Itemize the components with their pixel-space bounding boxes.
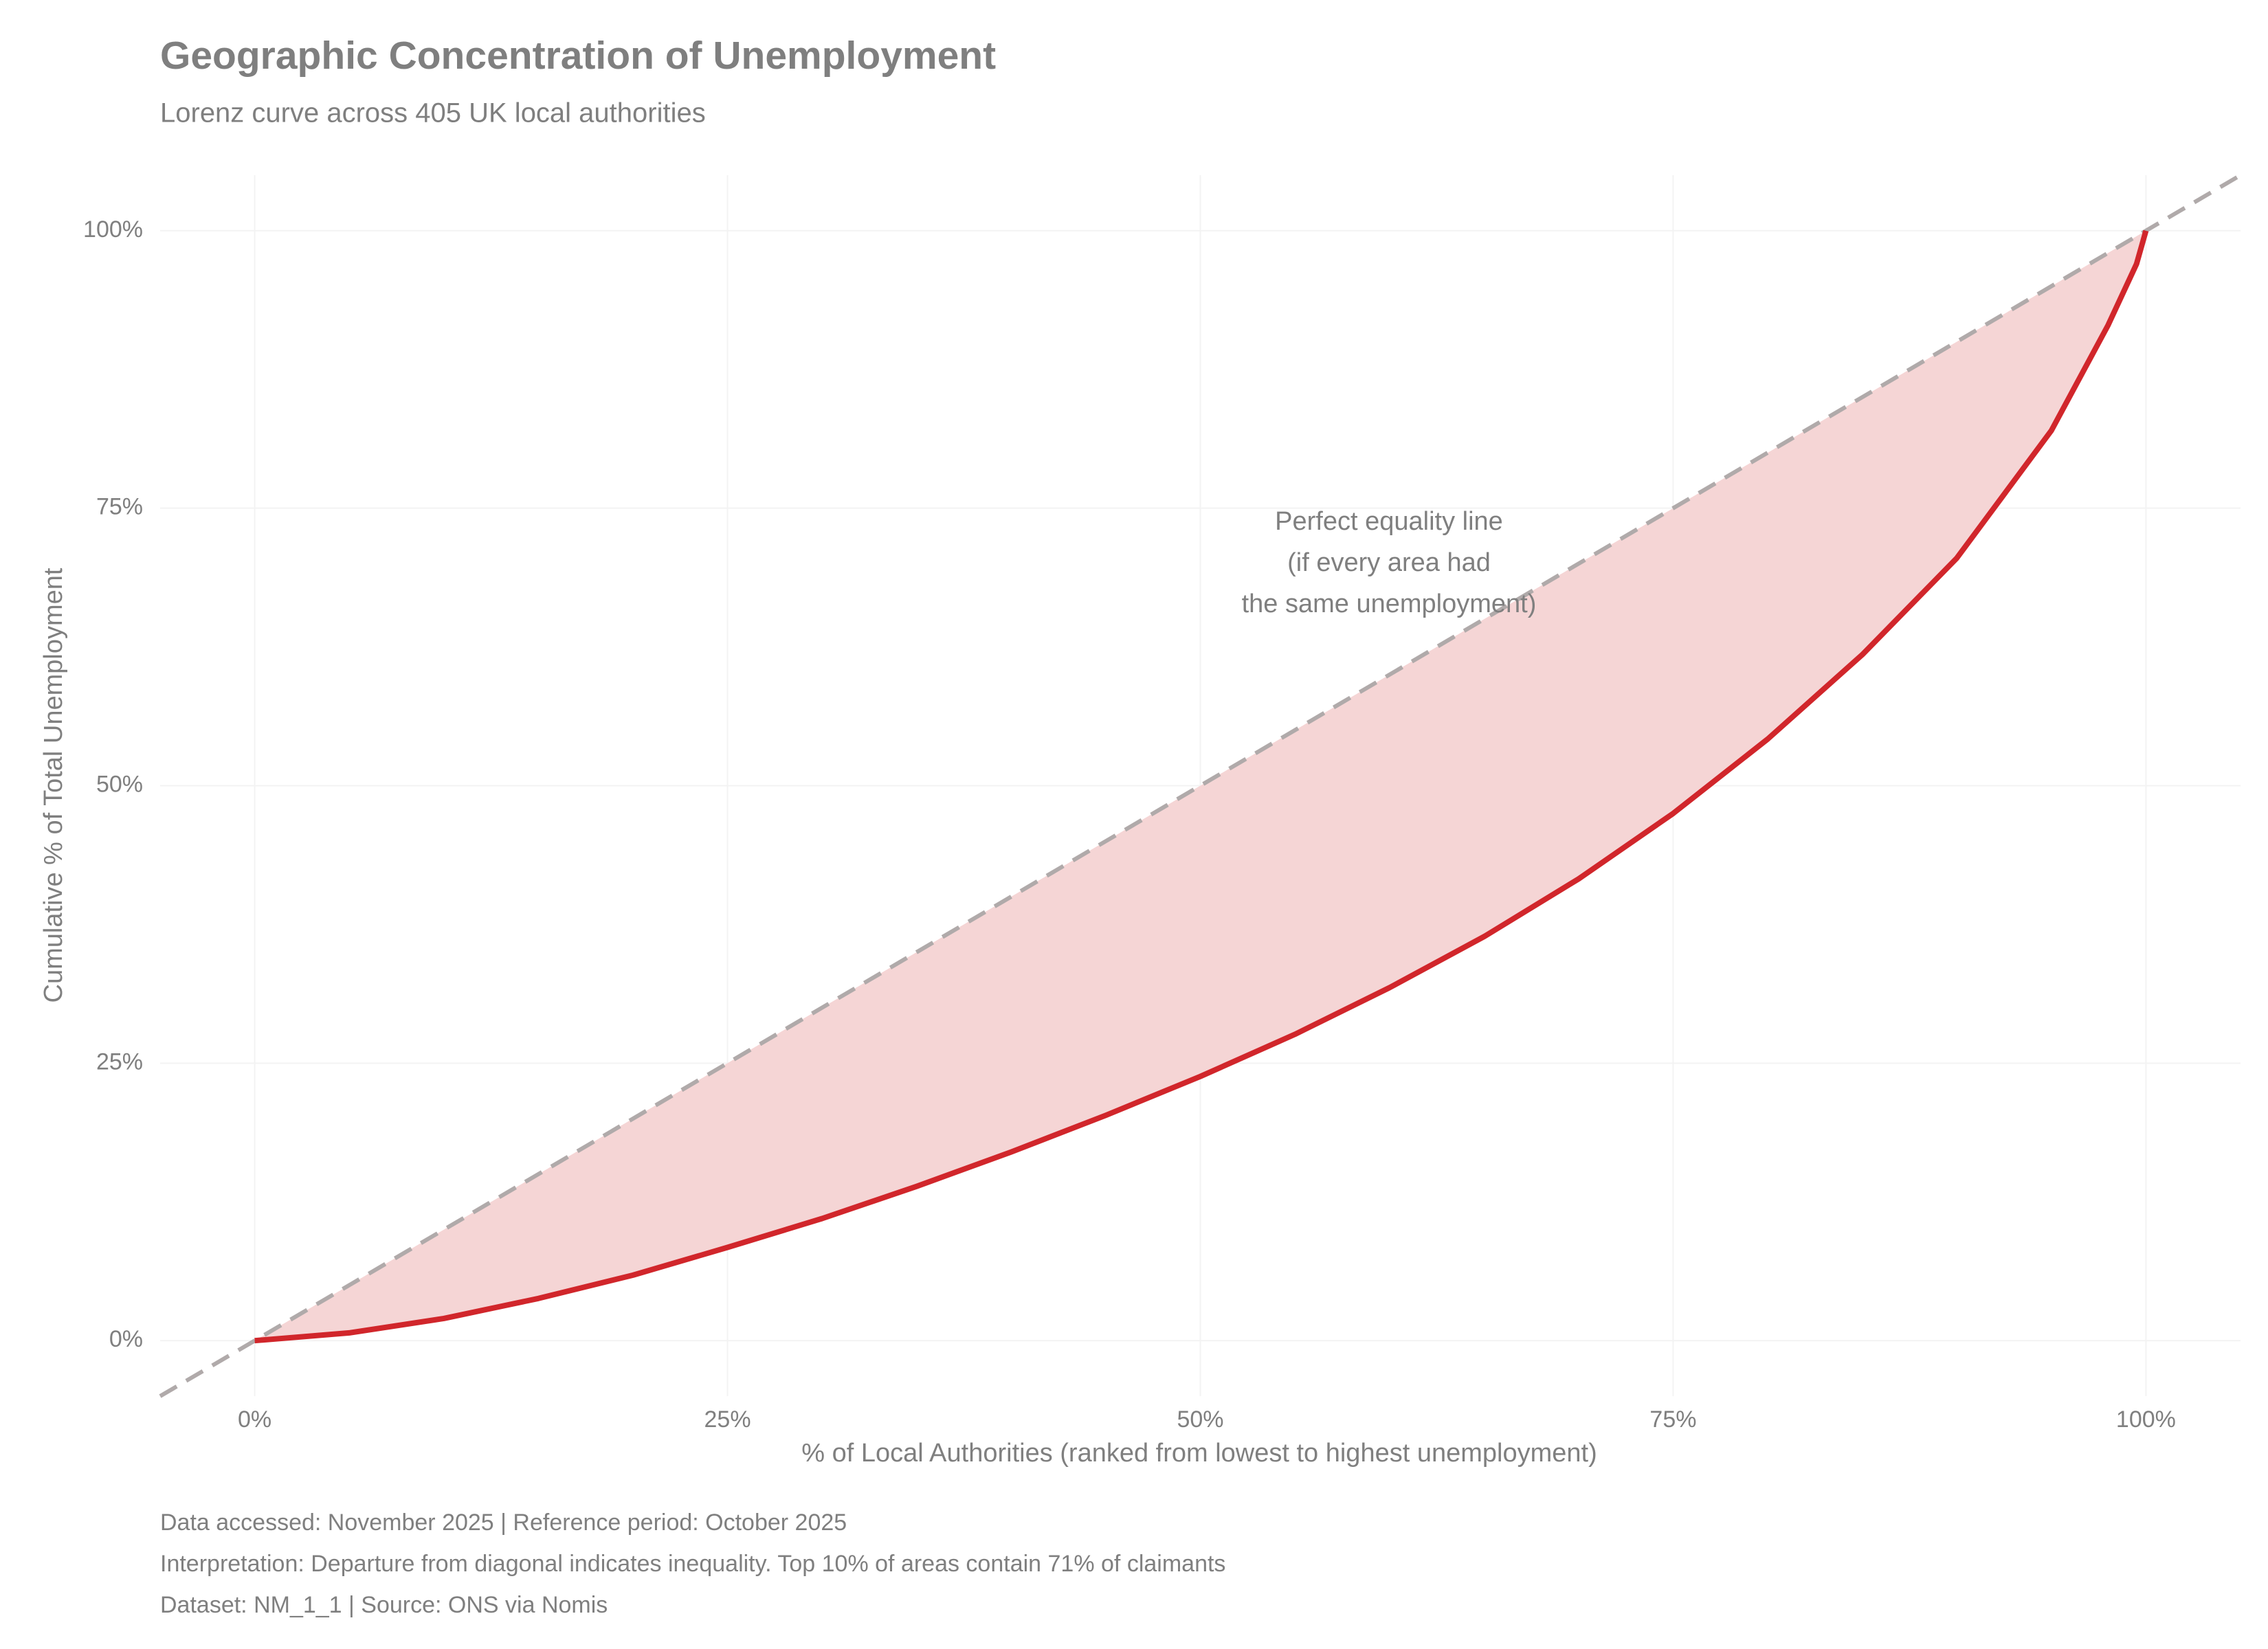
- x-tick-label: 25%: [704, 1406, 751, 1433]
- caption: Interpretation: Departure from diagonal …: [160, 1551, 1225, 1577]
- x-tick-label: 0%: [238, 1406, 271, 1433]
- x-tick-label: 75%: [1649, 1406, 1696, 1433]
- chart-subtitle: Lorenz curve across 405 UK local authori…: [160, 98, 706, 128]
- y-tick-label: 0%: [109, 1326, 143, 1352]
- y-tick-label: 100%: [83, 216, 143, 243]
- x-axis-label: % of Local Authorities (ranked from lowe…: [801, 1439, 1597, 1468]
- y-tick-label: 25%: [96, 1048, 143, 1075]
- annotation: the same unemployment): [1242, 590, 1537, 618]
- y-axis-label: Cumulative % of Total Unemployment: [39, 568, 68, 1002]
- x-tick-label: 50%: [1177, 1406, 1223, 1433]
- chart-title: Geographic Concentration of Unemployment: [160, 34, 996, 78]
- equality-line: [159, 173, 2242, 1398]
- y-tick-label: 75%: [96, 494, 143, 520]
- y-tick-label: 50%: [96, 771, 143, 797]
- x-tick-label: 100%: [2116, 1406, 2176, 1433]
- annotation: (if every area had: [1287, 548, 1491, 577]
- caption: Data accessed: November 2025 | Reference…: [160, 1510, 847, 1536]
- lorenz-curve: [254, 229, 2149, 1344]
- caption: Dataset: NM_1_1 | Source: ONS via Nomis: [160, 1592, 608, 1618]
- annotation: Perfect equality line: [1275, 507, 1503, 536]
